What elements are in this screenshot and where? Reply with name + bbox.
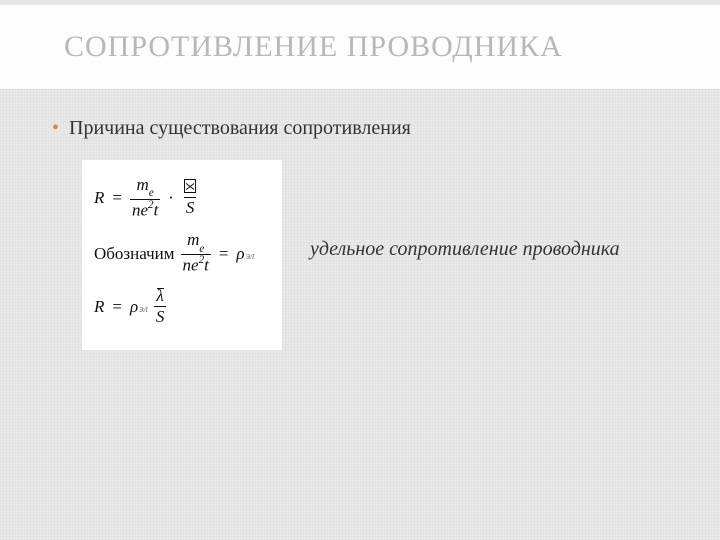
formulas-wrap: R = me ne2t · S Обозначим	[52, 160, 668, 350]
var-e: e	[140, 201, 148, 220]
annotation-text: удельное сопротивление проводника	[310, 238, 620, 261]
var-m: m	[137, 175, 149, 194]
var-S: S	[186, 198, 195, 217]
var-rho-2: ρ	[130, 298, 138, 315]
rho-subscript: эл	[246, 252, 255, 262]
denote-label: Обозначим	[94, 245, 175, 262]
var-lambda-bar: λ	[156, 287, 163, 305]
var-t: t	[154, 201, 159, 220]
bullet-line: • Причина существования сопротивления	[52, 117, 668, 140]
bullet-marker: •	[52, 118, 59, 138]
var-e-2: e	[191, 256, 199, 275]
sub-e: e	[149, 187, 154, 199]
formula-card: R = me ne2t · S Обозначим	[82, 160, 282, 350]
equals: =	[110, 189, 124, 206]
var-R-2: R	[94, 298, 104, 315]
frac-me-over-ne2t-2: me ne2t	[181, 231, 211, 274]
content-area: • Причина существования сопротивления R …	[0, 89, 720, 350]
sub-e-2: e	[199, 243, 204, 255]
bullet-text: Причина существования сопротивления	[69, 117, 411, 140]
var-m-2: m	[187, 230, 199, 249]
var-R: R	[94, 189, 104, 206]
sup-2: 2	[148, 199, 154, 211]
rho-el: ρэл	[236, 245, 254, 262]
page-title: СОПРОТИВЛЕНИЕ ПРОВОДНИКА	[64, 30, 563, 64]
formula-1: R = me ne2t · S	[94, 176, 270, 219]
placeholder-glyph	[184, 179, 196, 193]
rho-el-2: ρэл	[130, 298, 148, 315]
formula-2: Обозначим me ne2t = ρэл	[94, 231, 270, 274]
frac-me-over-ne2t: me ne2t	[130, 176, 160, 219]
cdot: ·	[166, 189, 176, 206]
sup-2b: 2	[199, 254, 205, 266]
var-rho: ρ	[236, 245, 244, 262]
equals-2: =	[217, 245, 231, 262]
formula-3: R = ρэл λ S	[94, 287, 270, 326]
frac-box-over-S: S	[182, 178, 198, 217]
rho-subscript-2: эл	[139, 305, 148, 315]
title-bar: СОПРОТИВЛЕНИЕ ПРОВОДНИКА	[0, 5, 720, 89]
frac-lambda-over-S: λ S	[154, 287, 167, 326]
var-n-2: n	[183, 256, 192, 275]
equals-3: =	[110, 298, 124, 315]
var-S-2: S	[156, 307, 165, 326]
var-t-2: t	[204, 256, 209, 275]
